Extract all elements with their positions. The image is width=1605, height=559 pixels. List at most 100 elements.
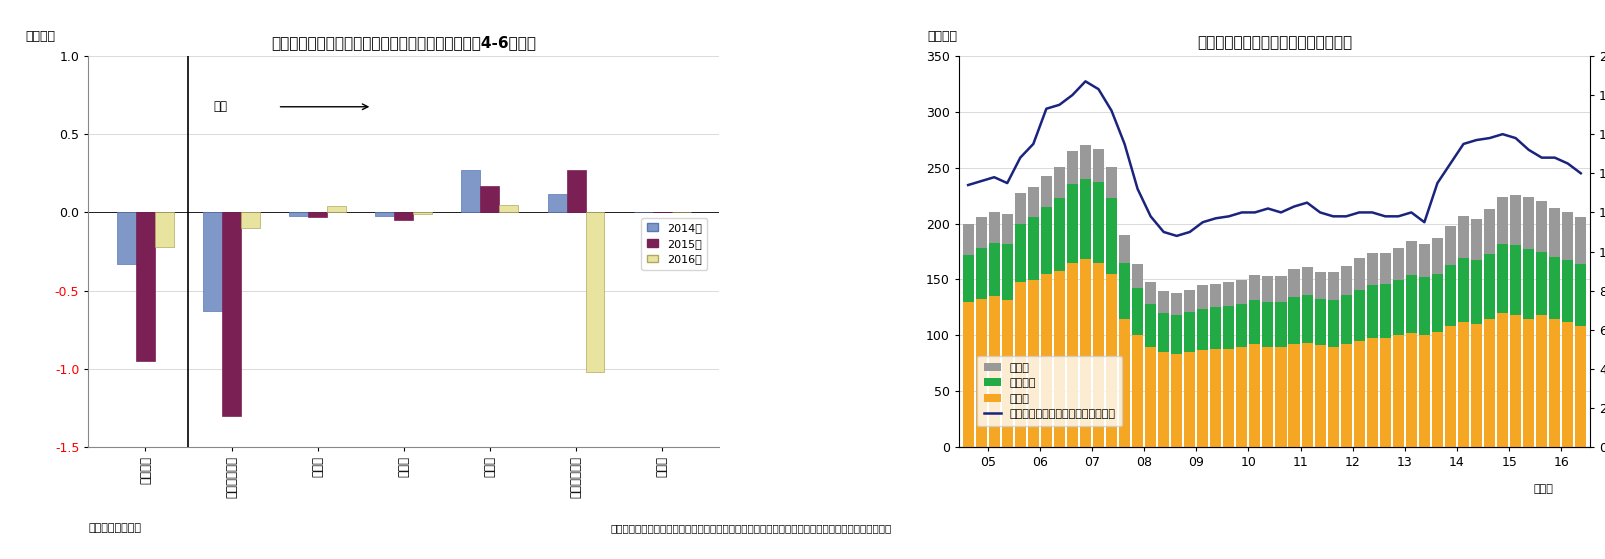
Bar bbox=[1314, 345, 1324, 447]
Bar bbox=[1236, 304, 1247, 347]
Bar bbox=[1106, 198, 1117, 274]
Bar bbox=[586, 212, 603, 372]
Bar bbox=[1509, 195, 1520, 245]
Bar bbox=[1196, 285, 1207, 309]
Bar bbox=[1562, 322, 1573, 447]
Bar bbox=[1327, 347, 1339, 447]
Bar bbox=[395, 212, 412, 220]
Bar bbox=[1093, 263, 1103, 447]
個人金融資産に占める割合（右軸） bbox=[1388, 213, 1408, 220]
個人金融資産に占める割合（右軸） bbox=[1323, 213, 1342, 220]
Bar bbox=[1132, 264, 1143, 288]
Title: （図表９）リスク性資産の残高と割合: （図表９）リスク性資産の残高と割合 bbox=[1196, 36, 1351, 50]
Bar bbox=[1236, 347, 1247, 447]
個人金融資産に占める割合（右軸） bbox=[984, 174, 1003, 181]
Bar bbox=[499, 205, 518, 212]
Bar bbox=[1379, 253, 1390, 284]
個人金融資産に占める割合（右軸） bbox=[1478, 135, 1497, 141]
Bar bbox=[1144, 304, 1156, 347]
Bar bbox=[1157, 352, 1168, 447]
Bar bbox=[989, 212, 1000, 243]
個人金融資産に占める割合（右軸） bbox=[1258, 205, 1278, 212]
個人金融資産に占める割合（右軸） bbox=[1570, 170, 1589, 177]
Bar bbox=[1274, 276, 1286, 302]
Bar bbox=[1119, 263, 1130, 319]
個人金融資産に占める割合（右軸） bbox=[1063, 92, 1082, 98]
個人金融資産に占める割合（右軸） bbox=[1518, 146, 1538, 153]
Bar bbox=[1210, 284, 1220, 307]
Bar bbox=[1470, 219, 1481, 260]
Bar bbox=[1314, 272, 1324, 299]
Text: （兆円）: （兆円） bbox=[928, 30, 957, 43]
Bar bbox=[1392, 280, 1403, 335]
Bar bbox=[1575, 217, 1586, 264]
Bar bbox=[974, 217, 985, 248]
Bar bbox=[1483, 319, 1494, 447]
Bar bbox=[1066, 151, 1077, 184]
Bar bbox=[1379, 338, 1390, 447]
個人金融資産に占める割合（右軸） bbox=[1544, 154, 1563, 161]
Bar bbox=[1314, 299, 1324, 345]
Bar bbox=[974, 299, 985, 447]
Bar bbox=[117, 212, 136, 264]
Bar bbox=[1274, 302, 1286, 347]
Bar bbox=[1014, 193, 1026, 224]
個人金融資産に占める割合（右軸） bbox=[997, 180, 1016, 187]
Bar bbox=[1210, 307, 1220, 349]
Bar bbox=[1549, 257, 1560, 319]
Bar bbox=[1014, 224, 1026, 282]
Bar bbox=[1496, 244, 1507, 313]
Bar bbox=[1119, 319, 1130, 447]
個人金融資産に占める割合（右軸） bbox=[1271, 209, 1290, 216]
Bar bbox=[1575, 264, 1586, 326]
個人金融資産に占める割合（右軸） bbox=[1465, 136, 1485, 143]
Bar bbox=[1575, 326, 1586, 447]
Bar bbox=[1027, 217, 1038, 280]
Bar bbox=[1353, 258, 1364, 290]
Bar bbox=[1040, 176, 1051, 207]
Bar bbox=[1549, 208, 1560, 257]
Bar bbox=[1079, 145, 1090, 179]
個人金融資産に占める割合（右軸） bbox=[1075, 78, 1095, 85]
個人金融資産に占める割合（右軸） bbox=[1284, 203, 1303, 210]
Bar bbox=[1457, 258, 1469, 322]
Bar bbox=[1170, 293, 1181, 315]
Bar bbox=[1170, 354, 1181, 447]
Bar bbox=[1066, 263, 1077, 447]
Bar bbox=[1040, 274, 1051, 447]
Bar bbox=[1404, 241, 1416, 275]
Bar bbox=[1014, 282, 1026, 447]
個人金融資産に占める割合（右軸） bbox=[1310, 209, 1329, 216]
Bar bbox=[1404, 275, 1416, 333]
Bar bbox=[1053, 271, 1064, 447]
Bar bbox=[1287, 297, 1298, 344]
Bar bbox=[1417, 335, 1428, 447]
Bar bbox=[1432, 238, 1441, 274]
個人金融資産に占める割合（右軸） bbox=[958, 182, 977, 188]
Bar bbox=[1249, 275, 1260, 300]
Bar bbox=[1027, 187, 1038, 217]
個人金融資産に占める割合（右軸） bbox=[1114, 140, 1133, 147]
Bar bbox=[1432, 332, 1441, 447]
Bar bbox=[1236, 280, 1247, 304]
Bar bbox=[202, 212, 221, 311]
個人金融資産に占める割合（右軸） bbox=[1348, 209, 1367, 216]
Bar bbox=[1287, 269, 1298, 297]
Bar bbox=[1496, 197, 1507, 244]
Bar bbox=[412, 212, 432, 214]
個人金融資産に占める割合（右軸） bbox=[1205, 215, 1225, 221]
Bar bbox=[1483, 209, 1494, 254]
Bar bbox=[961, 302, 973, 447]
Bar bbox=[1183, 290, 1194, 312]
Legend: その他, 投資信託, 株式等, 個人金融資産に占める割合（右軸）: その他, 投資信託, 株式等, 個人金融資産に占める割合（右軸） bbox=[976, 356, 1122, 426]
Bar bbox=[241, 212, 260, 228]
Bar bbox=[1106, 167, 1117, 198]
Bar bbox=[1132, 288, 1143, 335]
Title: （図表８）株式・出資金・投信除く証券のフロー（4-6月期）: （図表８）株式・出資金・投信除く証券のフロー（4-6月期） bbox=[271, 36, 536, 50]
Bar bbox=[1340, 266, 1351, 295]
個人金融資産に占める割合（右軸） bbox=[1088, 86, 1107, 92]
Bar bbox=[1210, 349, 1220, 447]
Bar bbox=[1470, 260, 1481, 324]
Bar bbox=[567, 170, 586, 212]
Bar bbox=[1196, 350, 1207, 447]
